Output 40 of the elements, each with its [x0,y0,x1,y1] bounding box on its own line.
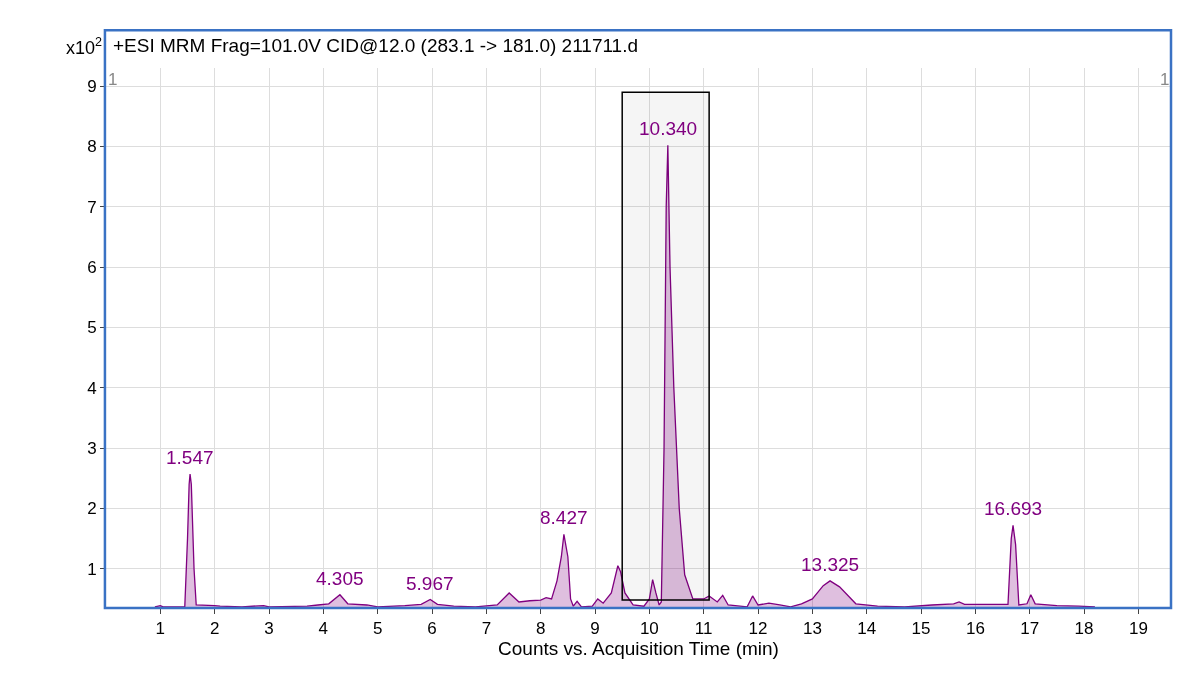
y-tick-label: 4 [87,378,97,398]
y-tick-label: 2 [87,499,97,519]
y-tick-label: 7 [87,197,97,217]
x-tick-label: 16 [965,619,985,639]
annotation: 16.693 [984,498,1043,519]
x-tick-label: 12 [748,619,768,639]
x-tick-label: 11 [694,619,713,639]
x-tick-label: 5 [372,619,383,639]
x-tick-label: 1 [155,619,166,639]
x-tick-label: 17 [1020,619,1040,639]
x-tick-label: 13 [802,619,822,639]
x-tick-label: 15 [911,619,931,639]
x-tick-label: 4 [318,619,329,639]
x-axis-title: Counts vs. Acquisition Time (min) [498,638,779,660]
y-tick-label: 5 [87,318,97,338]
x-tick-label: 8 [535,619,546,639]
x-tick-label: 10 [639,619,659,639]
y-tick-label: 6 [87,258,97,278]
y-axis-title: x10$^{2}$ [66,35,103,58]
annotation: 10.340 [639,118,698,139]
annotation: 1.547 [166,447,214,468]
y-tick-label: 3 [87,439,97,459]
x-tick-label: 2 [209,619,220,639]
x-tick-label: 7 [481,619,492,639]
y-tick-label: 8 [87,137,97,157]
annotation: 8.427 [540,507,588,528]
x-tick-label: 19 [1128,619,1148,639]
annotation: 5.967 [406,573,454,594]
y-tick-label: 1 [87,559,97,579]
x-tick-label: 3 [264,619,274,639]
x-tick-label: 9 [590,619,600,639]
chart-title: +ESI MRM Frag=101.0V CID@12.0 (283.1 -> 181.0) 211711.d [113,35,639,56]
annotation: 13.325 [801,554,860,575]
x-tick-label: 6 [427,619,437,639]
annotation: 4.305 [316,568,364,589]
y-tick-label: 9 [87,77,97,97]
x-tick-label: 14 [857,619,877,639]
x-tick-label: 18 [1074,619,1094,639]
annotation: 1 [1160,70,1170,89]
annotation: 1 [108,70,118,89]
